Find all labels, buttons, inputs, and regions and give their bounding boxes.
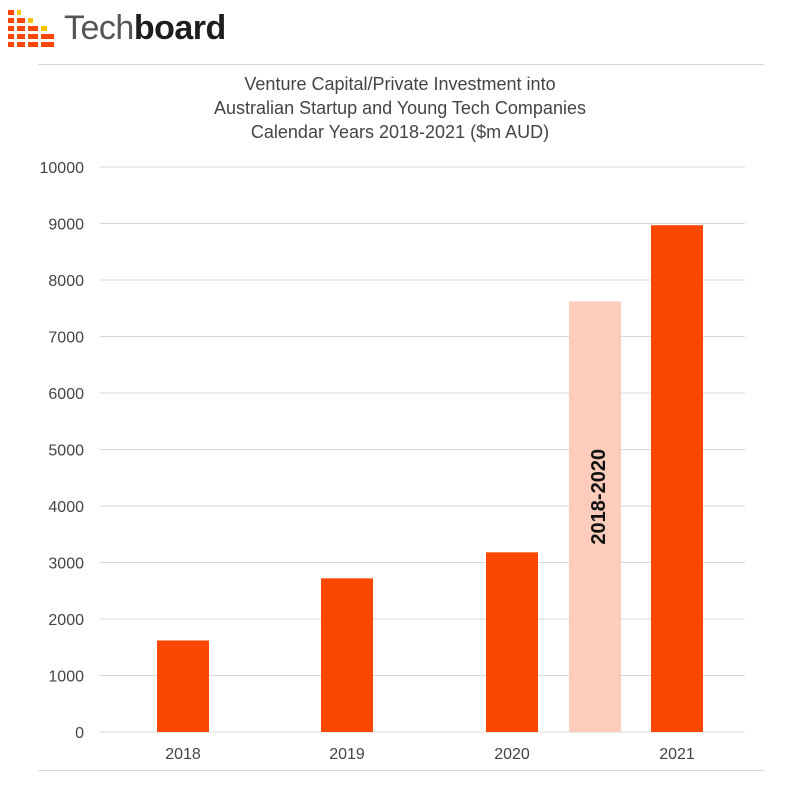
wordmark-board: board xyxy=(133,9,226,47)
techboard-logo: Techboard xyxy=(8,6,226,50)
y-axis: 0 1000 2000 3000 4000 5000 6000 7000 8000 9000 100… xyxy=(40,160,85,742)
y-tick-label: 5000 xyxy=(48,443,84,460)
x-axis: 2018 2019 2020 2021 xyxy=(165,746,695,763)
bottom-divider xyxy=(38,770,764,771)
y-tick-label: 7000 xyxy=(48,330,84,347)
chart-title-line-2: Australian Startup and Young Tech Compan… xyxy=(214,98,586,118)
top-divider xyxy=(38,64,764,65)
bars: 2018-2020 xyxy=(157,225,703,732)
y-tick-label: 6000 xyxy=(48,386,84,403)
x-tick-label: 2021 xyxy=(659,746,695,763)
y-tick-label: 1000 xyxy=(48,669,84,686)
y-tick-label: 9000 xyxy=(48,217,84,234)
chart-title-line-3: Calendar Years 2018-2021 ($m AUD) xyxy=(251,122,549,142)
techboard-wordmark: Techboard xyxy=(64,11,226,45)
chart-title-line-1: Venture Capital/Private Investment into xyxy=(244,74,555,94)
chart-title: Venture Capital/Private Investment into … xyxy=(214,74,586,142)
gridlines xyxy=(100,166,745,733)
y-tick-label: 0 xyxy=(75,725,84,742)
bar xyxy=(157,640,209,732)
bar-chart: Venture Capital/Private Investment into … xyxy=(40,74,745,763)
x-tick-label: 2020 xyxy=(494,746,530,763)
techboard-logo-mark-icon xyxy=(8,10,54,47)
x-tick-label: 2018 xyxy=(165,746,201,763)
y-tick-label: 3000 xyxy=(48,556,84,573)
x-tick-label: 2019 xyxy=(329,746,365,763)
y-tick-label: 2000 xyxy=(48,612,84,629)
bar xyxy=(651,225,703,732)
bar xyxy=(321,578,373,732)
y-tick-label: 4000 xyxy=(48,499,84,516)
y-tick-label: 10000 xyxy=(40,160,85,177)
y-tick-label: 8000 xyxy=(48,273,84,290)
wordmark-tech: Tech xyxy=(64,9,134,47)
bar-data-label: 2018-2020 xyxy=(588,449,610,545)
bar xyxy=(486,552,538,732)
bar-highlight-cumulative xyxy=(569,301,621,732)
